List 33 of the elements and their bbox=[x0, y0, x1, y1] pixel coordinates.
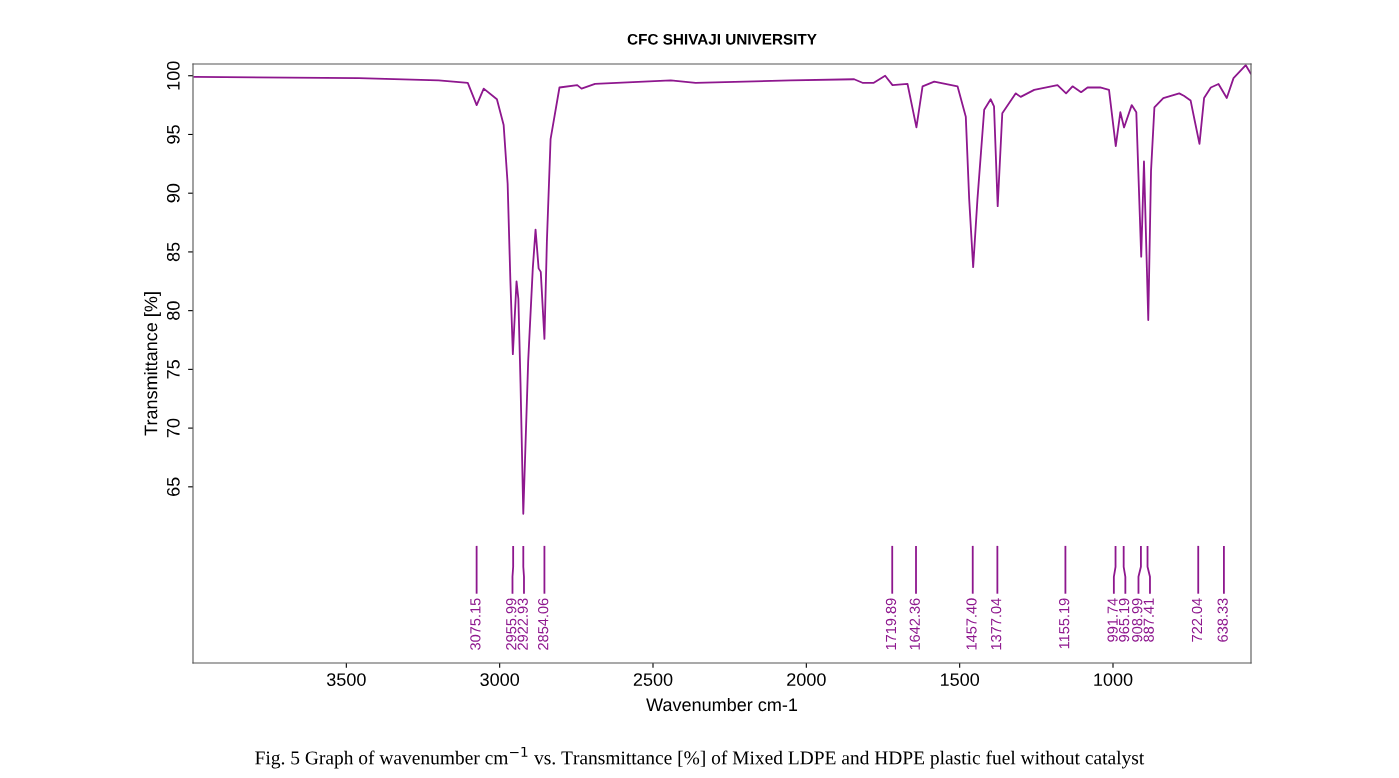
chart-title: CFC SHIVAJI UNIVERSITY bbox=[627, 33, 817, 45]
x-tick-label: 2500 bbox=[633, 673, 673, 686]
y-tick-label: 65 bbox=[166, 477, 180, 496]
x-tick-label: 3000 bbox=[480, 673, 520, 686]
ref-line-label: 3075.15 bbox=[470, 598, 481, 650]
ref-line-label: 908.99 bbox=[1132, 598, 1143, 642]
caption: Fig. 5 Graph of wavenumber cm$^{−1}$ vs. Transmittance [%] of Mixed LDPE and HDPE plastic fuel without catalyst bbox=[255, 746, 1145, 769]
ref-line-label: 2922.93 bbox=[517, 598, 528, 650]
ref-line-label: 1719.89 bbox=[885, 598, 897, 650]
y-axis-title: Transmittance [%] bbox=[144, 292, 161, 436]
ref-line-label: 1377.04 bbox=[990, 598, 1002, 650]
y-tick-label: 80 bbox=[166, 301, 180, 320]
ref-line-label: 1155.19 bbox=[1059, 598, 1070, 649]
x-tick-label: 2000 bbox=[787, 673, 826, 686]
ref-line-label: 1457.40 bbox=[966, 598, 977, 650]
ref-line-label: 887.41 bbox=[1143, 598, 1154, 642]
x-tick-label: 3500 bbox=[326, 673, 366, 686]
ref-line-label: 991.74 bbox=[1107, 598, 1118, 642]
ref-line-label: 722.04 bbox=[1191, 598, 1203, 642]
x-axis-title: Wavenumber cm-1 bbox=[646, 697, 798, 712]
y-tick-label: 100 bbox=[166, 61, 180, 90]
ref-line-label: 2854.06 bbox=[538, 598, 549, 650]
y-tick-label: 75 bbox=[167, 360, 180, 379]
ref-line-label: 638.33 bbox=[1217, 598, 1228, 642]
y-tick-label: 95 bbox=[166, 125, 180, 144]
ref-line-label: 1642.36 bbox=[909, 598, 920, 650]
x-tick-label: 1000 bbox=[1094, 673, 1133, 686]
x-tick-label: 1500 bbox=[940, 673, 980, 686]
y-tick-label: 70 bbox=[166, 418, 180, 438]
ref-line-label: 965.19 bbox=[1118, 598, 1130, 642]
y-tick-label: 85 bbox=[166, 242, 180, 262]
y-tick-label: 90 bbox=[166, 183, 180, 203]
ref-line-label: 2955.99 bbox=[506, 598, 517, 650]
